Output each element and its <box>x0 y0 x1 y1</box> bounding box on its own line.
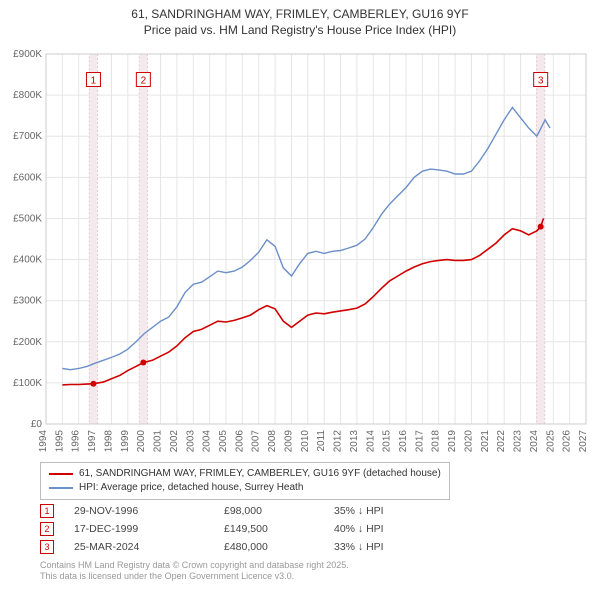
series-price_paid-dot <box>90 381 96 387</box>
ytick-label: £200K <box>13 337 42 348</box>
ytick-label: £900K <box>13 49 42 60</box>
xtick-label: 2026 <box>562 430 573 453</box>
chart-title: 61, SANDRINGHAM WAY, FRIMLEY, CAMBERLEY,… <box>0 0 600 38</box>
sale-row: 2 17-DEC-1999£149,50040% ↓ HPI <box>40 520 444 538</box>
xtick-label: 1998 <box>103 430 114 453</box>
xtick-label: 2000 <box>136 430 147 453</box>
sale-price: £98,000 <box>224 505 334 517</box>
sale-row: 1 29-NOV-1996£98,00035% ↓ HPI <box>40 502 444 520</box>
xtick-label: 1997 <box>87 430 98 453</box>
sale-band <box>89 54 97 424</box>
ytick-label: £400K <box>13 255 42 266</box>
xtick-label: 2005 <box>218 430 229 453</box>
series-price_paid-dot <box>538 224 544 230</box>
ytick-label: £700K <box>13 131 42 142</box>
xtick-label: 2021 <box>480 430 491 453</box>
sale-diff: 35% ↓ HPI <box>334 505 444 517</box>
ytick-label: £100K <box>13 378 42 389</box>
sale-band <box>537 54 545 424</box>
sale-price: £149,500 <box>224 523 334 535</box>
xtick-label: 2012 <box>333 430 344 453</box>
xtick-label: 2002 <box>169 430 180 453</box>
xtick-label: 2027 <box>578 430 589 453</box>
sale-date: 29-NOV-1996 <box>74 505 224 517</box>
legend-label: 61, SANDRINGHAM WAY, FRIMLEY, CAMBERLEY,… <box>79 467 441 481</box>
chart-area: £0 £100K £200K £300K £400K £500K £600K £700K £80… <box>4 46 596 456</box>
plot-area <box>46 54 586 424</box>
xtick-label: 2018 <box>431 430 442 453</box>
xtick-label: 2003 <box>185 430 196 453</box>
sale-marker-label: 3 <box>538 76 544 87</box>
legend: 61, SANDRINGHAM WAY, FRIMLEY, CAMBERLEY,… <box>40 462 450 500</box>
xtick-label: 2008 <box>267 430 278 453</box>
sales-table: 1 29-NOV-1996£98,00035% ↓ HPI 2 17-DEC-1999… <box>40 502 444 556</box>
legend-label: HPI: Average price, detached house, Surr… <box>79 481 303 495</box>
sale-diff: 40% ↓ HPI <box>334 523 444 535</box>
xtick-label: 2015 <box>382 430 393 453</box>
xtick-label: 2025 <box>545 430 556 453</box>
xtick-label: 1994 <box>38 430 49 453</box>
sale-price: £480,000 <box>224 541 334 553</box>
legend-swatch <box>49 487 73 489</box>
title-line1: 61, SANDRINGHAM WAY, FRIMLEY, CAMBERLEY,… <box>0 6 600 22</box>
xtick-label: 2001 <box>153 430 164 453</box>
xtick-label: 2023 <box>513 430 524 453</box>
ytick-label: £300K <box>13 296 42 307</box>
ytick-label: £500K <box>13 213 42 224</box>
xtick-label: 2009 <box>283 430 294 453</box>
attribution-line2: This data is licensed under the Open Gov… <box>40 571 349 582</box>
legend-item: HPI: Average price, detached house, Surr… <box>49 481 441 495</box>
sale-date: 17-DEC-1999 <box>74 523 224 535</box>
xtick-label: 2007 <box>251 430 262 453</box>
xtick-label: 2011 <box>316 430 327 452</box>
series-price_paid-dot <box>140 360 146 366</box>
xtick-label: 2019 <box>447 430 458 453</box>
line-chart-svg: £0 £100K £200K £300K £400K £500K £600K £700K £80… <box>4 46 596 456</box>
sale-marker-label: 2 <box>141 76 147 87</box>
attribution-line1: Contains HM Land Registry data © Crown c… <box>40 560 349 571</box>
ytick-label: £0 <box>31 419 43 430</box>
sale-badge: 2 <box>40 522 54 536</box>
xtick-label: 2016 <box>398 430 409 453</box>
xtick-label: 2020 <box>463 430 474 453</box>
sale-band <box>139 54 147 424</box>
xtick-label: 2024 <box>529 430 540 453</box>
xtick-label: 2013 <box>349 430 360 453</box>
xtick-label: 1999 <box>120 430 131 453</box>
xtick-label: 1995 <box>54 430 65 453</box>
xtick-label: 2006 <box>234 430 245 453</box>
xtick-label: 2022 <box>496 430 507 453</box>
xtick-label: 2010 <box>300 430 311 453</box>
attribution: Contains HM Land Registry data © Crown c… <box>40 560 349 583</box>
xtick-label: 1996 <box>71 430 82 453</box>
title-line2: Price paid vs. HM Land Registry's House … <box>0 22 600 38</box>
sale-badge: 1 <box>40 504 54 518</box>
xtick-label: 2004 <box>202 430 213 453</box>
sale-diff: 33% ↓ HPI <box>334 541 444 553</box>
legend-swatch <box>49 473 73 475</box>
sale-date: 25-MAR-2024 <box>74 541 224 553</box>
sale-badge: 3 <box>40 540 54 554</box>
sale-marker-label: 1 <box>91 76 97 87</box>
legend-item: 61, SANDRINGHAM WAY, FRIMLEY, CAMBERLEY,… <box>49 467 441 481</box>
ytick-label: £600K <box>13 172 42 183</box>
xtick-label: 2017 <box>414 430 425 453</box>
sale-row: 3 25-MAR-2024£480,00033% ↓ HPI <box>40 538 444 556</box>
ytick-label: £800K <box>13 90 42 101</box>
xtick-label: 2014 <box>365 430 376 453</box>
